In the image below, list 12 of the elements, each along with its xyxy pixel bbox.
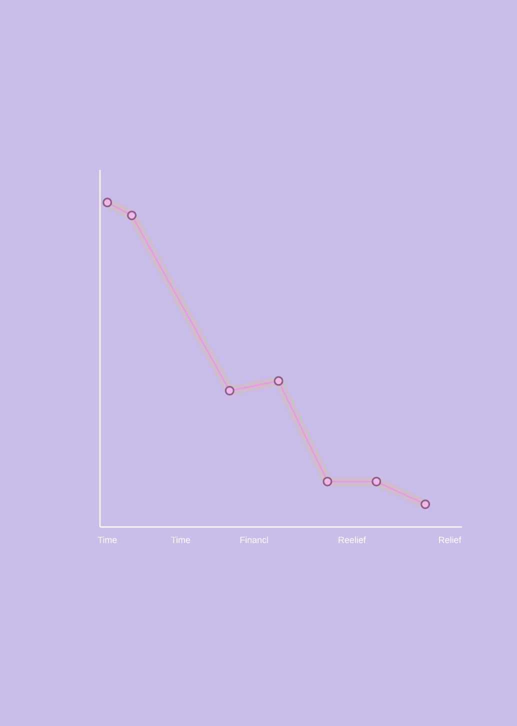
point: [274, 376, 284, 386]
point: [102, 198, 112, 208]
x-tick-label: Time: [171, 536, 190, 544]
x-tick-label: Reelief: [338, 536, 366, 544]
point: [372, 476, 382, 486]
point: [322, 476, 332, 486]
point: [420, 499, 430, 510]
x-tick-label: Financl: [240, 536, 268, 544]
x-tick-label: Time: [98, 536, 117, 544]
x-tick-label: Relief: [439, 536, 462, 544]
point: [127, 210, 137, 220]
point: [224, 386, 234, 396]
